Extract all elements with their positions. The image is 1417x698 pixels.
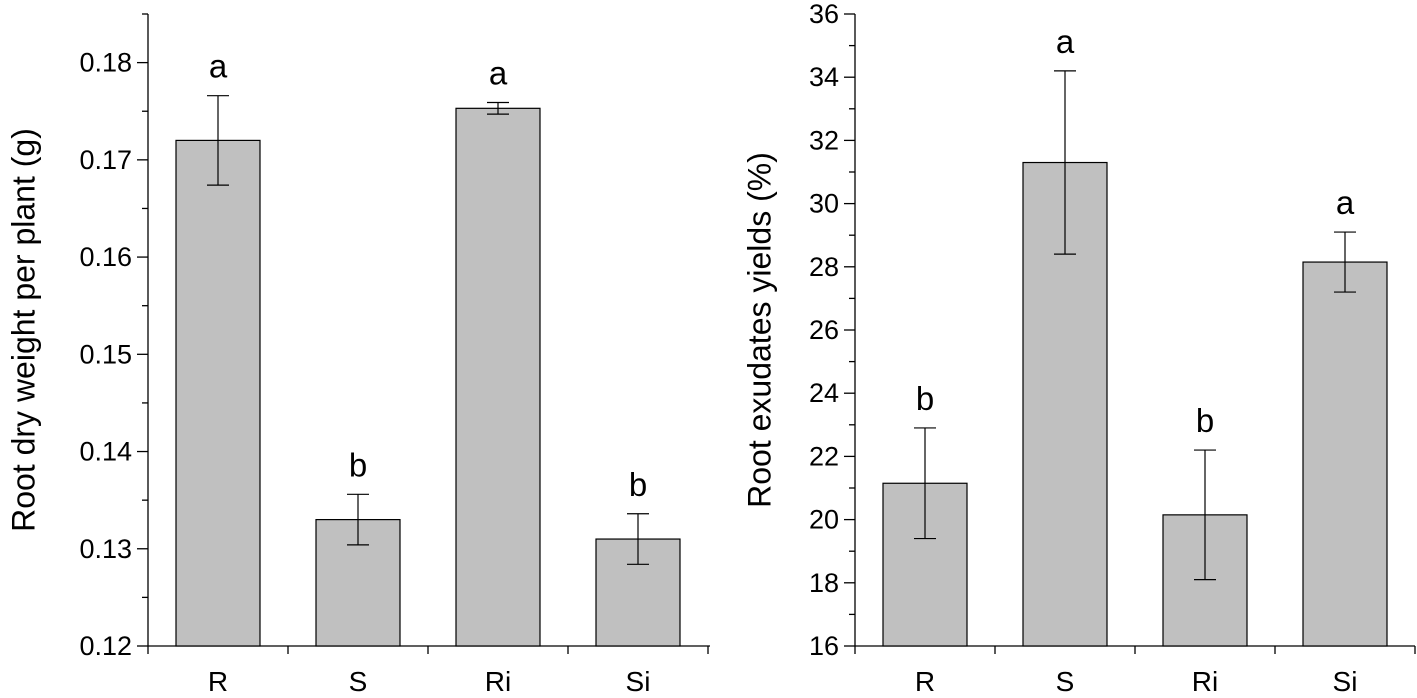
y-tick-label: 18 [809, 568, 839, 598]
significance-letter: a [1056, 23, 1075, 60]
x-category-label: Si [626, 666, 651, 697]
bar-ri [1162, 514, 1248, 647]
y-tick-label: 0.18 [79, 48, 132, 78]
significance-letter: a [209, 48, 228, 85]
y-tick-label: 0.14 [79, 437, 132, 467]
significance-letter: b [629, 466, 647, 503]
significance-letter: b [349, 446, 367, 483]
significance-letter: b [916, 380, 934, 417]
x-category-label: R [208, 666, 228, 697]
x-category-label: S [1056, 666, 1075, 697]
y-axis-title: Root exudates yields (%) [741, 152, 777, 508]
x-category-label: Ri [1192, 666, 1218, 697]
y-tick-label: 26 [809, 315, 839, 345]
panel-root-dry-weight: 0.12 0.13 0.14 0.15 0.16 0.17 0.18 a Rb Sa Ri b Si Ro… [5, 13, 710, 697]
y-tick-label: 0.12 [79, 631, 132, 661]
y-tick-label: 34 [809, 62, 839, 92]
y-tick-label: 36 [809, 0, 839, 29]
y-tick-label: 0.16 [79, 242, 132, 272]
x-category-label: R [915, 666, 935, 697]
significance-letter: a [489, 54, 508, 91]
significance-letter: b [1196, 402, 1214, 439]
y-tick-label: 28 [809, 252, 839, 282]
x-category-label: S [349, 666, 368, 697]
y-tick-label: 22 [809, 441, 839, 471]
y-tick-label: 20 [809, 505, 839, 535]
y-tick-label: 32 [809, 125, 839, 155]
x-category-label: Ri [485, 666, 511, 697]
y-tick-label: 0.13 [79, 534, 132, 564]
y-tick-label: 30 [809, 189, 839, 219]
y-tick-label: 16 [809, 631, 839, 661]
y-axis-title: Root dry weight per plant (g) [5, 128, 41, 532]
bar-si [1302, 261, 1388, 647]
bar-r [175, 139, 261, 647]
x-category-label: Si [1333, 666, 1358, 697]
bar-ri [455, 107, 541, 647]
significance-letter: a [1336, 184, 1355, 221]
y-tick-label: 0.15 [79, 339, 132, 369]
y-tick-label: 24 [809, 378, 839, 408]
y-tick-label: 0.17 [79, 145, 132, 175]
panel-root-exudates: 16 18 20 22 24 26 28 30 32 34 36 b Ra Sb Ri a Si Root exu… [741, 0, 1416, 697]
